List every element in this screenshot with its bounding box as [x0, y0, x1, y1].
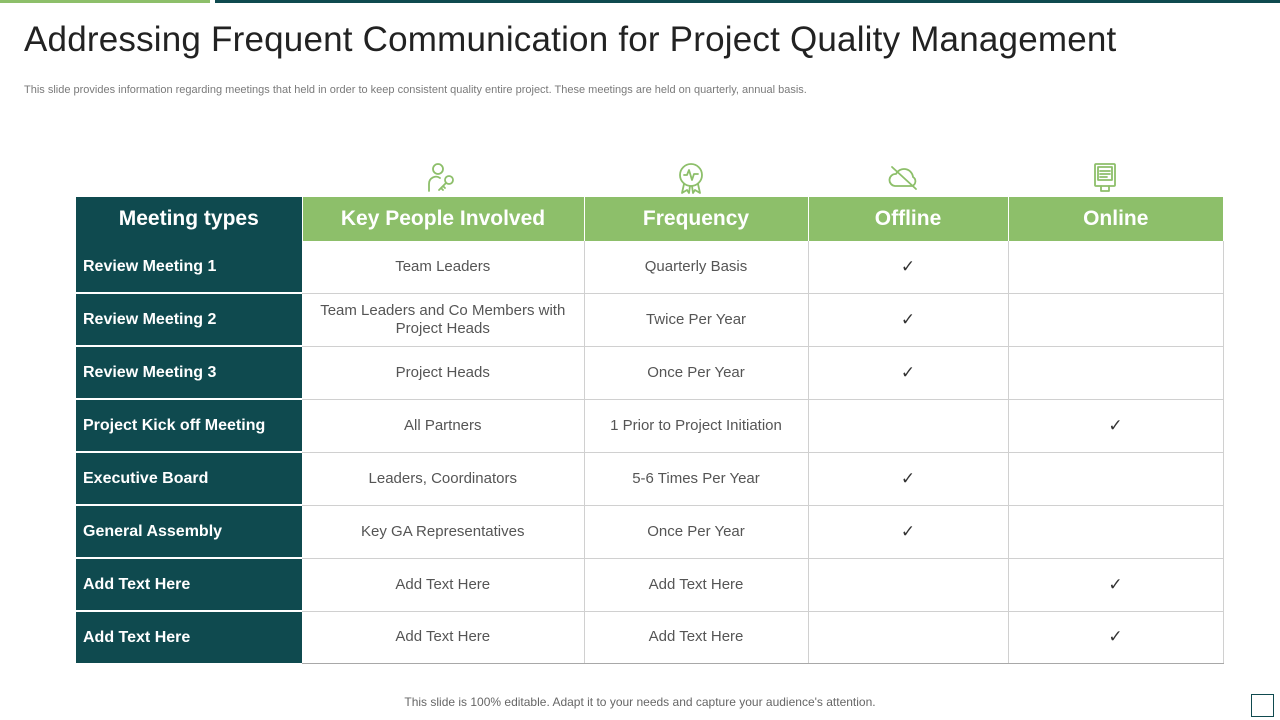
offline-check-cell	[808, 558, 1009, 612]
online-check-cell	[1008, 346, 1224, 400]
people-cell: Add Text Here	[302, 611, 585, 664]
frequency-cell: Twice Per Year	[584, 293, 809, 347]
slide-corner-box	[1251, 694, 1274, 717]
offline-check-cell	[808, 611, 1009, 664]
frequency-cell: Add Text Here	[584, 558, 809, 612]
online-check-cell	[1008, 452, 1224, 506]
offline-check-cell: ✓	[808, 505, 1009, 559]
online-check-cell: ✓	[1008, 611, 1224, 664]
header-online: Online	[1007, 197, 1223, 241]
table-row: General Assembly Key GA Representatives …	[76, 505, 1224, 559]
frequency-cell: Once Per Year	[584, 346, 809, 400]
table-row: Review Meeting 2 Team Leaders and Co Mem…	[76, 293, 1224, 347]
top-accent-bar-green	[0, 0, 210, 3]
cloud-offline-icon	[886, 160, 922, 196]
meeting-type-cell: General Assembly	[76, 505, 302, 559]
meeting-type-cell: Review Meeting 3	[76, 346, 302, 400]
offline-check-cell: ✓	[808, 346, 1009, 400]
frequency-cell: Once Per Year	[584, 505, 809, 559]
footer-note: This slide is 100% editable. Adapt it to…	[404, 695, 876, 709]
header-key-people: Key People Involved	[301, 197, 584, 241]
people-cell: Leaders, Coordinators	[302, 452, 585, 506]
online-check-cell	[1008, 241, 1224, 294]
meeting-type-cell: Review Meeting 1	[76, 241, 302, 294]
people-cell: Team Leaders	[302, 241, 585, 294]
meeting-table: Meeting types Key People Involved Freque…	[76, 197, 1224, 664]
page-title: Addressing Frequent Communication for Pr…	[24, 20, 1117, 59]
page-subtitle: This slide provides information regardin…	[24, 84, 807, 96]
meeting-type-cell: Add Text Here	[76, 558, 302, 612]
award-ribbon-icon	[673, 160, 709, 196]
computer-online-icon	[1087, 160, 1123, 196]
frequency-cell: 5-6 Times Per Year	[584, 452, 809, 506]
offline-check-cell	[808, 399, 1009, 453]
table-row: Review Meeting 3 Project Heads Once Per …	[76, 346, 1224, 400]
online-check-cell: ✓	[1008, 558, 1224, 612]
online-check-cell: ✓	[1008, 399, 1224, 453]
table-row: Add Text Here Add Text Here Add Text Her…	[76, 558, 1224, 612]
offline-check-cell: ✓	[808, 452, 1009, 506]
people-cell: Team Leaders and Co Members with Project…	[302, 293, 585, 347]
people-cell: All Partners	[302, 399, 585, 453]
table-row: Add Text Here Add Text Here Add Text Her…	[76, 611, 1224, 664]
header-offline: Offline	[807, 197, 1008, 241]
table-header-row: Meeting types Key People Involved Freque…	[76, 197, 1223, 241]
frequency-cell: 1 Prior to Project Initiation	[584, 399, 809, 453]
frequency-cell: Add Text Here	[584, 611, 809, 664]
people-cell: Key GA Representatives	[302, 505, 585, 559]
offline-check-cell: ✓	[808, 241, 1009, 294]
table-row: Executive Board Leaders, Coordinators 5-…	[76, 452, 1224, 506]
offline-check-cell: ✓	[808, 293, 1009, 347]
meeting-type-cell: Project Kick off Meeting	[76, 399, 302, 453]
people-cell: Project Heads	[302, 346, 585, 400]
table-row: Project Kick off Meeting All Partners 1 …	[76, 399, 1224, 453]
frequency-cell: Quarterly Basis	[584, 241, 809, 294]
header-meeting-types: Meeting types	[76, 197, 302, 241]
online-check-cell	[1008, 293, 1224, 347]
people-key-icon	[424, 160, 460, 196]
meeting-type-cell: Executive Board	[76, 452, 302, 506]
people-cell: Add Text Here	[302, 558, 585, 612]
meeting-type-cell: Add Text Here	[76, 611, 302, 663]
meeting-type-cell: Review Meeting 2	[76, 293, 302, 347]
table-row: Review Meeting 1 Team Leaders Quarterly …	[76, 241, 1224, 294]
header-frequency: Frequency	[583, 197, 808, 241]
top-accent-bar-teal	[215, 0, 1280, 3]
online-check-cell	[1008, 505, 1224, 559]
